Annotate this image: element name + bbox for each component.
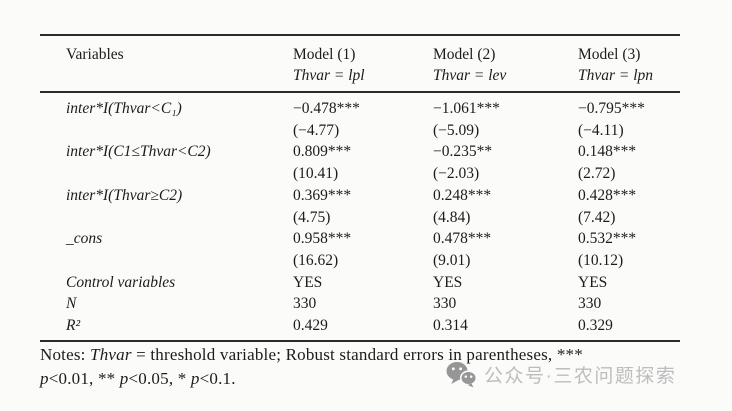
- column-header-model-1: Model (1): [293, 46, 356, 63]
- notes-text: Notes:: [40, 345, 91, 364]
- row-label: inter*I(C1≤Thvar<C2): [66, 143, 211, 161]
- table-row: (16.62) (9.01) (10.12): [40, 250, 680, 272]
- value-cell: −0.795***: [578, 100, 645, 117]
- notes-text: = threshold variable; Robust standard er…: [131, 345, 583, 364]
- value-cell: (−2.03): [433, 165, 480, 183]
- table-body: inter*I(Thvar<C₁) −0.478*** −1.061*** −0…: [40, 93, 680, 342]
- row-label: inter*I(Thvar≥C2): [66, 186, 183, 204]
- column-header-model-2: Model (2): [433, 46, 496, 63]
- row-label: N: [66, 295, 77, 313]
- header-title-row: Variables Model (1) Model (2) Model (3): [40, 45, 680, 66]
- row-label: _cons: [66, 230, 103, 248]
- notes-p: p: [119, 369, 129, 388]
- value-cell: 0.958***: [293, 230, 352, 248]
- value-cell: 0.532***: [578, 230, 637, 248]
- row-label: [40, 120, 293, 142]
- notes-text: <0.1.: [199, 369, 236, 388]
- model-1-subtitle: Thvar = lpl: [293, 66, 365, 84]
- value-cell: (9.01): [433, 251, 471, 269]
- column-header-model-3: Model (3): [578, 46, 641, 63]
- table-row: inter*I(Thvar<C₁) −0.478*** −1.061*** −0…: [40, 98, 680, 120]
- header-subtitle-spacer: [40, 66, 293, 87]
- row-label: [40, 207, 293, 229]
- value-cell: −0.478***: [293, 100, 360, 117]
- value-cell: −1.061***: [433, 100, 500, 117]
- table-row: R² 0.429 0.314 0.329: [40, 315, 680, 337]
- table-row: inter*I(C1≤Thvar<C2) 0.809*** −0.235** 0…: [40, 141, 680, 163]
- value-cell: YES: [578, 273, 608, 291]
- value-cell: 0.248***: [433, 186, 492, 204]
- table-header: Variables Model (1) Model (2) Model (3) …: [40, 36, 680, 93]
- value-cell: YES: [433, 273, 463, 291]
- notes-text: <0.01, **: [48, 369, 120, 388]
- value-cell: (−4.11): [578, 121, 624, 139]
- model-3-subtitle: Thvar = lpn: [578, 66, 654, 84]
- value-cell: 0.148***: [578, 143, 637, 161]
- regression-table: Variables Model (1) Model (2) Model (3) …: [40, 34, 680, 342]
- value-cell: (10.12): [578, 251, 624, 269]
- value-cell: 0.314: [433, 317, 468, 335]
- row-label: R²: [66, 317, 81, 335]
- notes-p: p: [40, 369, 49, 388]
- table-row: Control variables YES YES YES: [40, 272, 680, 294]
- value-cell: 0.809***: [293, 143, 352, 161]
- value-cell: (7.42): [578, 208, 616, 226]
- watermark-text: 公众号·三农问题探索: [484, 366, 677, 387]
- value-cell: 330: [433, 295, 457, 313]
- table-row: inter*I(Thvar≥C2) 0.369*** 0.248*** 0.42…: [40, 185, 680, 207]
- table-row: (4.75) (4.84) (7.42): [40, 207, 680, 229]
- value-cell: 0.329: [578, 317, 613, 335]
- table-row: (10.41) (−2.03) (2.72): [40, 163, 680, 185]
- value-cell: (10.41): [293, 165, 339, 183]
- value-cell: (2.72): [578, 165, 616, 183]
- value-cell: (−4.77): [293, 121, 340, 139]
- value-cell: 330: [293, 295, 317, 313]
- table-row: N 330 330 330: [40, 293, 680, 315]
- value-cell: YES: [293, 273, 323, 291]
- value-cell: 0.428***: [578, 186, 637, 204]
- row-label: inter*I(Thvar<C₁): [66, 100, 182, 117]
- value-cell: (4.84): [433, 208, 471, 226]
- model-2-subtitle: Thvar = lev: [433, 66, 507, 84]
- value-cell: 330: [578, 295, 602, 313]
- value-cell: (−5.09): [433, 121, 480, 139]
- header-subtitle-row: Thvar = lpl Thvar = lev Thvar = lpn: [40, 66, 680, 87]
- watermark: 公众号·三农问题探索: [446, 361, 676, 388]
- column-header-variables: Variables: [66, 46, 124, 63]
- value-cell: (4.75): [293, 208, 331, 226]
- value-cell: 0.478***: [433, 230, 492, 248]
- notes-thvar: Thvar: [90, 345, 132, 364]
- table-row: (−4.77) (−5.09) (−4.11): [40, 120, 680, 142]
- table-row: _cons 0.958*** 0.478*** 0.532***: [40, 228, 680, 250]
- value-cell: −0.235**: [433, 143, 493, 161]
- notes-text: <0.05, *: [128, 369, 191, 388]
- value-cell: 0.429: [293, 317, 328, 335]
- value-cell: 0.369***: [293, 186, 352, 204]
- table-notes: Notes: Thvar = threshold variable; Robus…: [40, 343, 718, 391]
- row-label: [40, 250, 293, 272]
- notes-p: p: [190, 369, 200, 388]
- row-label: [40, 163, 293, 185]
- row-label: Control variables: [66, 273, 176, 291]
- value-cell: (16.62): [293, 251, 339, 269]
- wechat-icon: [446, 362, 477, 388]
